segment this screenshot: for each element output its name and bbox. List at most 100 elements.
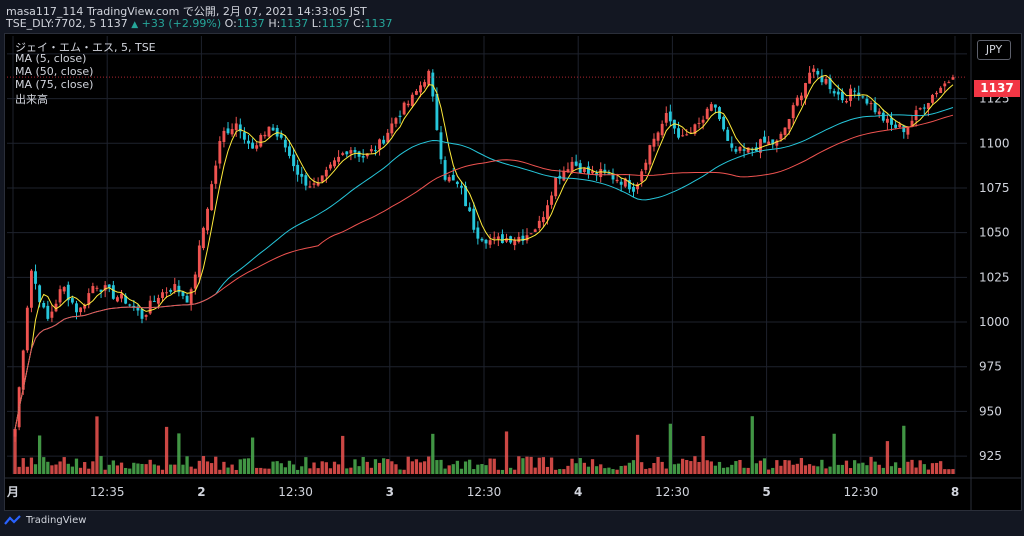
candle-body <box>804 82 807 98</box>
volume-bar <box>803 465 808 474</box>
volume-bar <box>525 456 529 474</box>
volume-bar <box>398 469 402 474</box>
y-tick-label: 1000 <box>979 315 1010 329</box>
footer-brand: TradingView <box>26 514 87 526</box>
candle-body <box>431 72 435 97</box>
x-tick-label: 8 <box>951 485 959 499</box>
volume-bar <box>689 461 693 474</box>
candle-body <box>423 82 427 87</box>
volume-bar <box>480 464 484 474</box>
volume-bar <box>156 465 161 474</box>
volume-bar <box>898 467 902 474</box>
volume-bar <box>144 464 148 474</box>
volume-bar <box>267 468 271 474</box>
candle-body <box>791 105 795 119</box>
last-price-tag: 1137 <box>974 80 1020 97</box>
volume-bar <box>734 461 738 474</box>
volume-bar <box>42 457 46 474</box>
candle-body <box>378 139 381 150</box>
volume-bar <box>861 462 865 474</box>
chart-svg[interactable]: 9259509751000102510501075110011251150月12… <box>5 34 1021 510</box>
volume-bar <box>189 466 193 474</box>
legend-ma50[interactable]: MA (50, close) <box>15 65 94 78</box>
volume-bar <box>173 464 177 474</box>
volume-bar <box>726 467 730 474</box>
volume-bar <box>554 469 558 474</box>
candle-body <box>562 170 566 181</box>
candle-body <box>722 116 726 130</box>
y-tick-label: 950 <box>979 404 1002 418</box>
volume-bar <box>46 461 50 474</box>
volume-bar <box>169 464 173 474</box>
candle-body <box>656 132 660 141</box>
candle-body <box>500 234 504 244</box>
candle-body <box>210 184 214 211</box>
volume-bar <box>263 468 267 474</box>
candle-body <box>165 292 169 294</box>
volume-bar <box>17 466 21 474</box>
candle-body <box>570 161 574 172</box>
volume-bar <box>468 459 472 474</box>
candle-body <box>779 133 783 140</box>
volume-bar <box>787 460 791 474</box>
volume-bar <box>885 441 890 474</box>
volume-bar <box>832 433 836 474</box>
candle-body <box>345 151 349 155</box>
volume-bar <box>95 416 99 474</box>
legend-volume[interactable]: 出来高 <box>15 93 48 106</box>
volume-bar <box>947 469 951 474</box>
candle-body <box>668 111 672 122</box>
volume-bar <box>283 467 287 474</box>
candle-body <box>111 285 115 299</box>
x-tick-label: 12:35 <box>90 485 125 499</box>
candle-body <box>144 314 148 317</box>
candle-body <box>464 185 468 207</box>
candle-body <box>460 185 463 188</box>
candle-body <box>177 285 181 293</box>
candle-body <box>255 145 259 149</box>
volume-bar <box>828 466 832 474</box>
volume-bar <box>697 461 701 474</box>
candle-body <box>308 186 312 188</box>
candle-body <box>890 117 893 125</box>
candle-body <box>529 233 533 235</box>
volume-bar <box>353 459 357 474</box>
legend-ma75[interactable]: MA (75, close) <box>15 78 94 91</box>
candle-body <box>193 274 197 289</box>
volume-bar <box>140 463 144 474</box>
currency-button[interactable]: JPY <box>977 40 1011 60</box>
volume-bar <box>164 426 169 474</box>
volume-bar <box>853 460 857 474</box>
volume-bar <box>513 469 517 474</box>
legend-ma5[interactable]: MA (5, close) <box>15 52 87 65</box>
volume-bar <box>668 423 672 474</box>
volume-bar <box>472 469 476 474</box>
volume-bar <box>640 462 644 474</box>
volume-bar <box>537 457 541 474</box>
x-tick-label: 4 <box>574 485 582 499</box>
volume-bar <box>521 458 525 474</box>
volume-bar <box>414 459 419 474</box>
candle-body <box>472 208 476 230</box>
volume-bar <box>902 425 906 474</box>
volume-bar <box>250 437 255 474</box>
candle-body <box>488 240 492 245</box>
candle-body <box>476 227 480 239</box>
candle-body <box>873 102 877 113</box>
candle-body <box>697 122 701 124</box>
candle-body <box>419 85 422 93</box>
candle-body <box>603 169 607 172</box>
candle-body <box>701 119 705 123</box>
candle-body <box>414 90 418 95</box>
volume-bar <box>930 463 935 474</box>
close-value: 1137 <box>364 17 393 30</box>
tradingview-footer[interactable]: TradingView <box>4 514 86 526</box>
x-tick-label: 月 <box>6 485 19 499</box>
candle-body <box>402 102 406 115</box>
volume-bar <box>226 467 230 474</box>
chart-frame[interactable]: 9259509751000102510501075110011251150月12… <box>4 33 1022 511</box>
volume-bar <box>218 469 222 474</box>
candle-body <box>214 165 218 184</box>
candle-body <box>853 90 857 92</box>
volume-bar <box>934 462 939 474</box>
